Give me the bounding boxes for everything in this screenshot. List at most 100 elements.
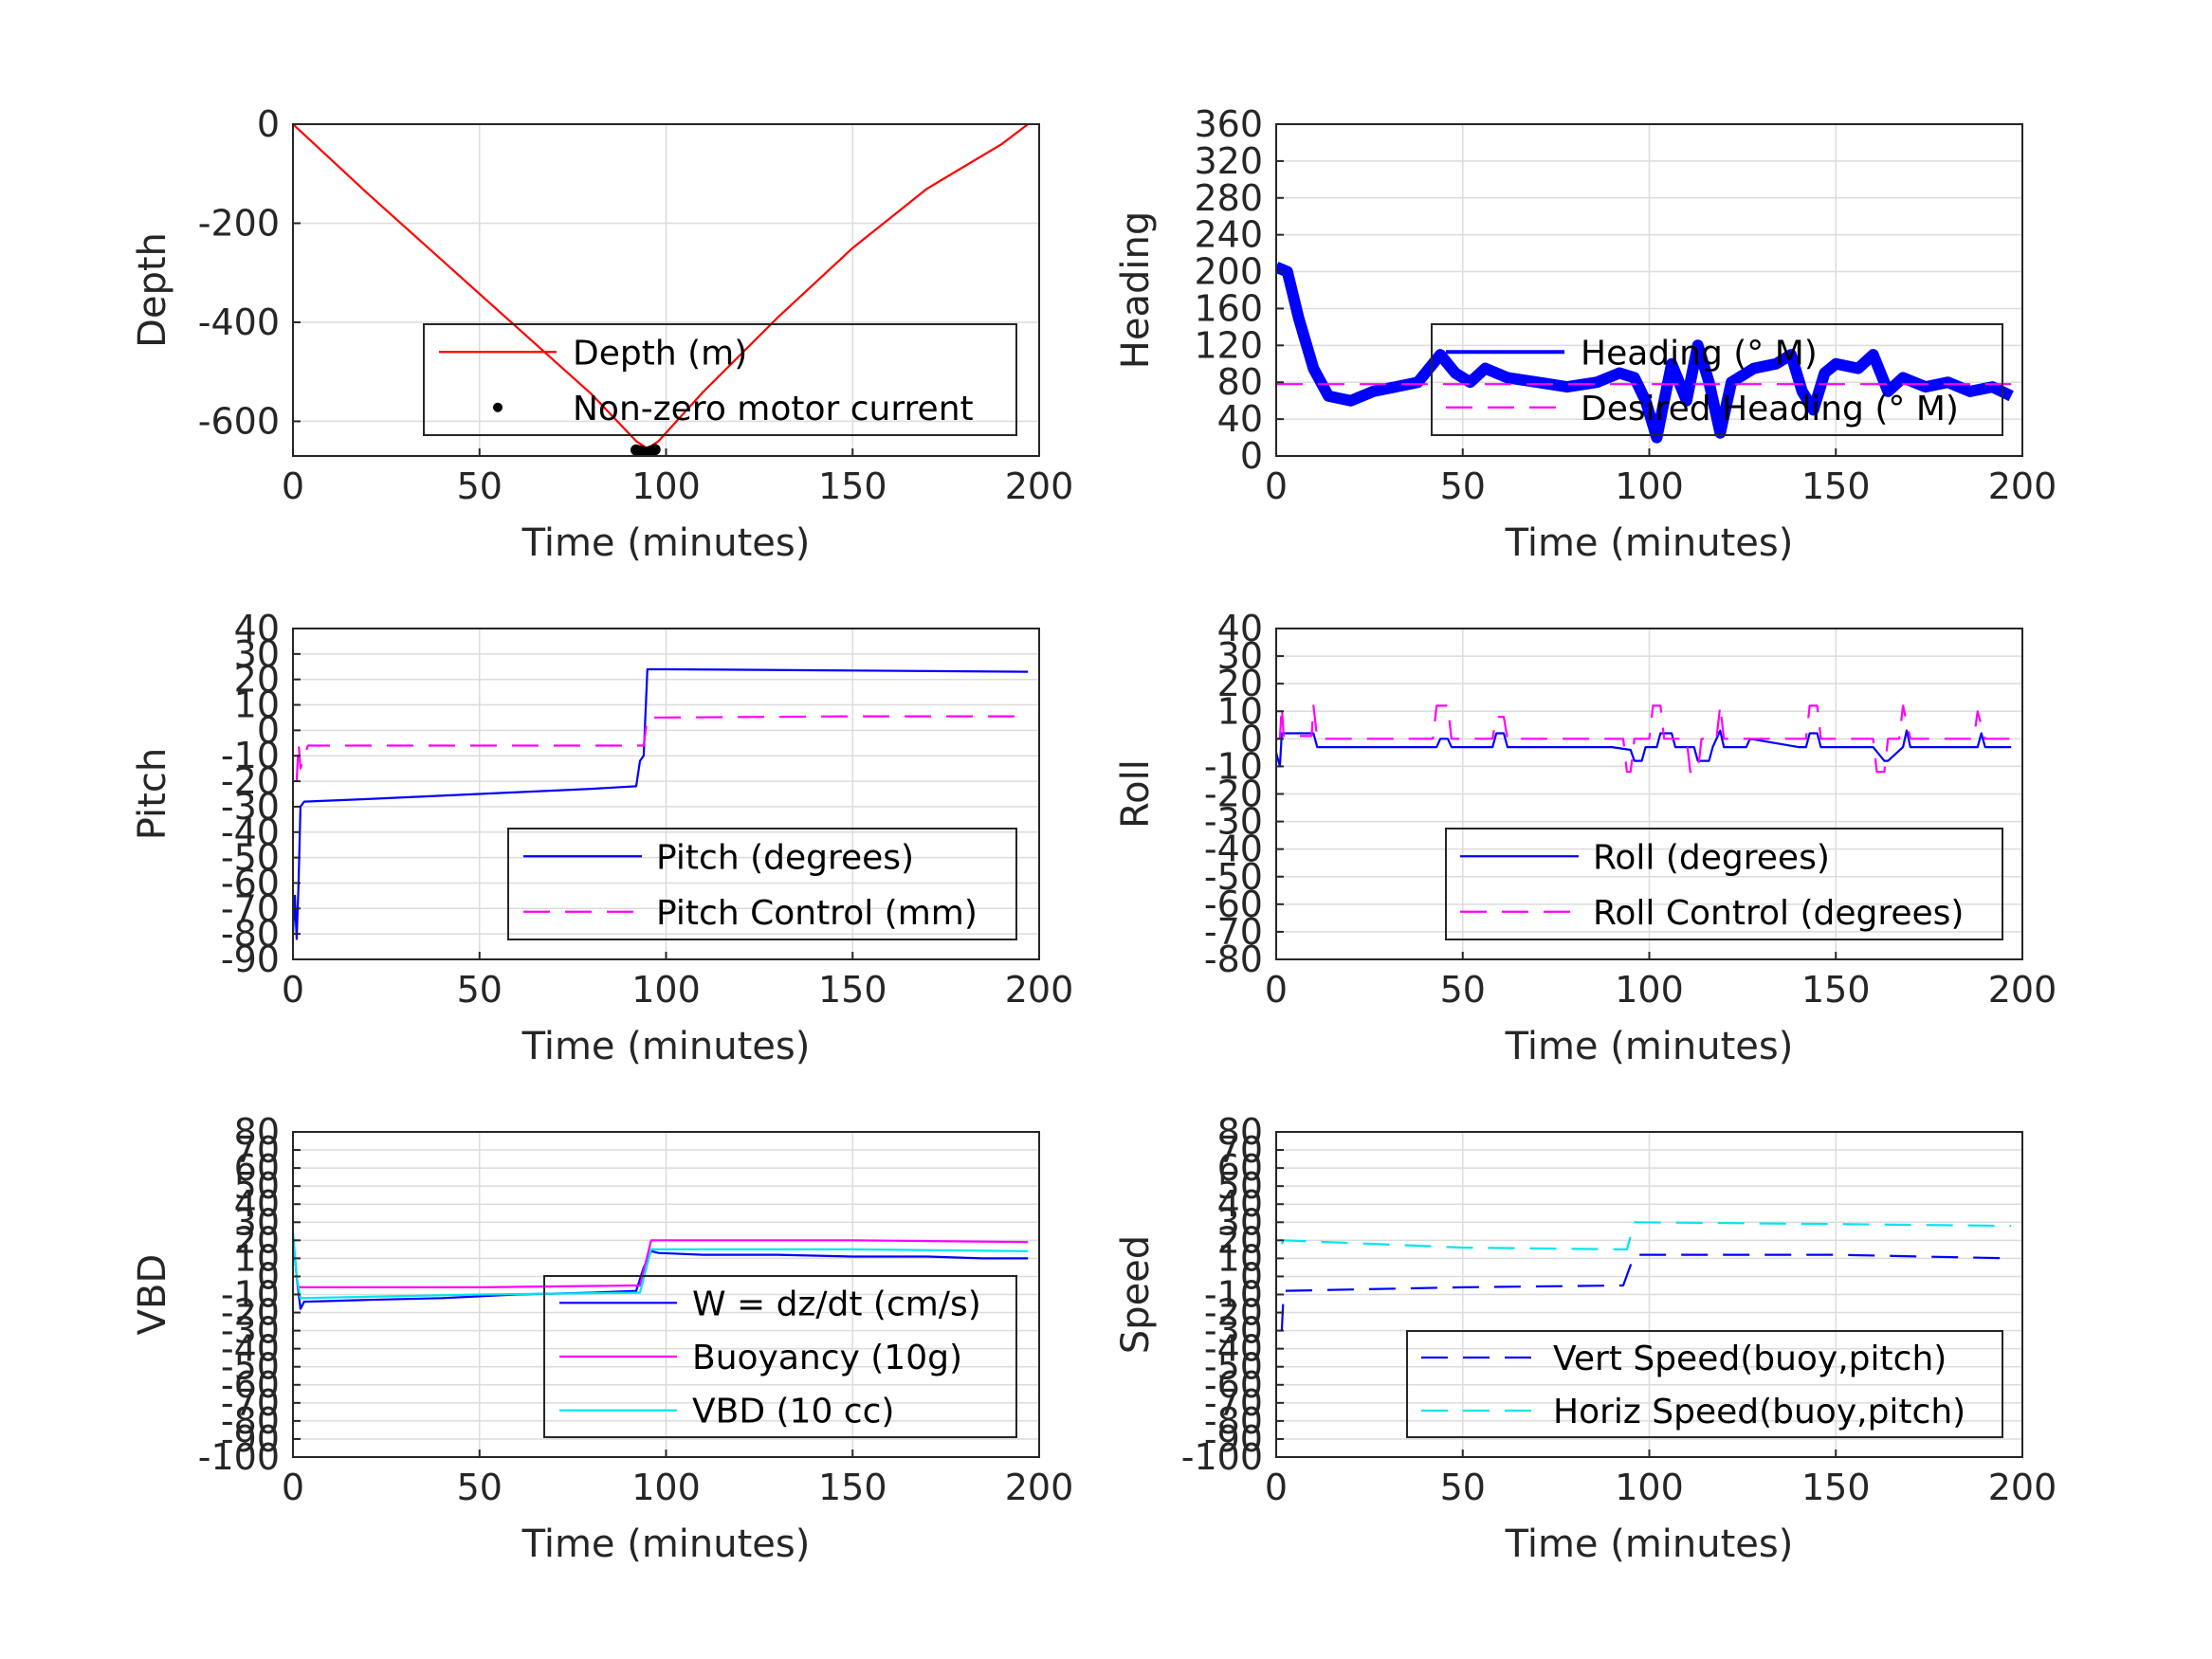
y-tick-label: -60: [1204, 1364, 1263, 1406]
x-tick-label: 100: [1615, 969, 1684, 1011]
y-tick-label: 0: [1240, 718, 1263, 759]
series-line-2: [293, 1231, 1029, 1300]
series-line-0: [1276, 729, 2012, 768]
y-tick-label: -400: [198, 301, 280, 343]
y-tick-label: -20: [221, 760, 280, 802]
y-tick-label: -10: [1204, 1274, 1263, 1316]
y-tick-label: -80: [1204, 1400, 1263, 1442]
series-line-1: [1276, 704, 2012, 774]
y-tick-label: 40: [1217, 608, 1263, 649]
chart-panel-4: 0 50 100 150 200-100-90-80-70-60-50-40-30-20…: [131, 1111, 1073, 1566]
y-axis-label: Pitch: [131, 748, 174, 840]
y-tick-label: 70: [234, 1129, 280, 1171]
y-tick-label: -40: [1204, 829, 1263, 870]
x-tick-label: 100: [631, 969, 701, 1011]
y-tick-label: 0: [257, 709, 280, 751]
chart-panel-5: 0 50 100 150 200-100-90-80-70-60-50-40-30-20…: [1114, 1111, 2057, 1566]
x-tick-label: 50: [457, 969, 503, 1011]
y-tick-label: 280: [1194, 177, 1263, 219]
x-tick-label: 200: [1988, 1467, 2057, 1508]
legend-entry: Horiz Speed(buoy,pitch): [1553, 1393, 1965, 1431]
series-line-1: [1280, 1221, 2012, 1251]
legend-box: [1445, 828, 2003, 940]
y-tick-label: 80: [1217, 1111, 1263, 1153]
y-tick-label: 60: [234, 1147, 280, 1189]
x-tick-label: 50: [1440, 465, 1486, 507]
y-tick-label: -10: [221, 735, 280, 776]
series-line-1: [295, 715, 1029, 782]
legend-entry: Roll (degrees): [1593, 838, 1830, 877]
x-tick-label: 50: [1440, 1467, 1486, 1508]
y-tick-label: 50: [1217, 1165, 1263, 1207]
x-tick-label: 0: [282, 969, 304, 1011]
x-tick-label: 100: [1615, 465, 1684, 507]
x-tick-label: 200: [1005, 1467, 1074, 1508]
y-axis-label: Roll: [1114, 759, 1158, 829]
y-tick-label: 30: [1217, 635, 1263, 677]
chart-panel-1: 0 50 100 150 20004080120160200240280320360Ti…: [1114, 103, 2057, 565]
x-tick-label: 50: [457, 1467, 503, 1508]
legend-box: [507, 828, 1017, 940]
legend-entry: Pitch (degrees): [656, 838, 914, 877]
y-tick-label: -50: [1204, 1346, 1263, 1388]
x-tick-label: 0: [282, 1467, 304, 1508]
x-tick-label: 150: [818, 465, 887, 507]
x-tick-label: 200: [1005, 969, 1074, 1011]
y-tick-label: -80: [221, 1400, 280, 1442]
y-tick-label: 0: [257, 103, 280, 145]
series-line-1: [296, 1239, 1029, 1289]
x-tick-label: 100: [1615, 1467, 1684, 1508]
y-tick-label: -90: [1204, 1418, 1263, 1460]
y-tick-label: -100: [1181, 1436, 1263, 1478]
y-tick-label: 10: [234, 1237, 280, 1279]
y-tick-label: -90: [221, 939, 280, 980]
y-tick-label: 60: [1217, 1147, 1263, 1189]
y-tick-label: 20: [1217, 663, 1263, 704]
y-tick-label: 10: [234, 684, 280, 726]
legend-entry: Desired Heading (° M): [1581, 390, 1959, 428]
y-tick-label: 10: [1217, 1237, 1263, 1279]
y-axis-label: Heading: [1114, 211, 1158, 369]
x-tick-label: 0: [282, 465, 304, 507]
y-tick-label: -70: [221, 1382, 280, 1424]
y-tick-label: 240: [1194, 214, 1263, 256]
y-tick-label: -40: [221, 1328, 280, 1370]
legend: W = dz/dt (cm/s) Buoyancy (10g) VBD (10 cc…: [543, 1275, 1017, 1438]
x-tick-label: 200: [1988, 969, 2057, 1011]
x-tick-label: 150: [1801, 1467, 1871, 1508]
y-tick-label: -70: [1204, 1382, 1263, 1424]
y-tick-label: -200: [198, 202, 280, 244]
y-tick-label: 160: [1194, 287, 1263, 329]
legend-entry: Depth (m): [573, 334, 747, 373]
x-tick-label: 50: [1440, 969, 1486, 1011]
y-tick-label: -90: [221, 1418, 280, 1460]
y-tick-label: 40: [234, 608, 280, 649]
y-axis-label: VBD: [131, 1254, 174, 1336]
x-tick-label: 0: [1265, 465, 1288, 507]
series-line-0: [1276, 262, 2014, 444]
y-tick-label: 320: [1194, 140, 1263, 182]
x-axis-label: Time (minutes): [521, 1025, 811, 1068]
y-axis-label: Speed: [1114, 1235, 1158, 1354]
x-tick-label: 200: [1005, 465, 1074, 507]
y-tick-label: -30: [1204, 1310, 1263, 1352]
legend-entry: Heading (° M): [1581, 334, 1818, 373]
legend-entry: Roll Control (degrees): [1593, 894, 1964, 933]
legend-entry: Pitch Control (mm): [656, 894, 978, 933]
x-tick-label: 150: [818, 969, 887, 1011]
y-tick-label: -70: [221, 887, 280, 929]
y-tick-label: 0: [1240, 435, 1263, 477]
y-tick-label: -600: [198, 400, 280, 442]
y-tick-label: -50: [221, 1346, 280, 1388]
y-tick-label: -30: [221, 786, 280, 828]
legend: Pitch (degrees) Pitch Control (mm): [507, 828, 1017, 940]
y-tick-label: 20: [234, 1219, 280, 1261]
x-axis-label: Time (minutes): [521, 1522, 811, 1566]
y-tick-label: -60: [1204, 884, 1263, 925]
legend-box: [423, 323, 1017, 436]
legend-box: [1406, 1330, 2003, 1438]
legend: Vert Speed(buoy,pitch) Horiz Speed(buoy,p…: [1406, 1330, 2003, 1438]
y-tick-label: -20: [221, 1292, 280, 1334]
legend-box: [543, 1275, 1017, 1438]
